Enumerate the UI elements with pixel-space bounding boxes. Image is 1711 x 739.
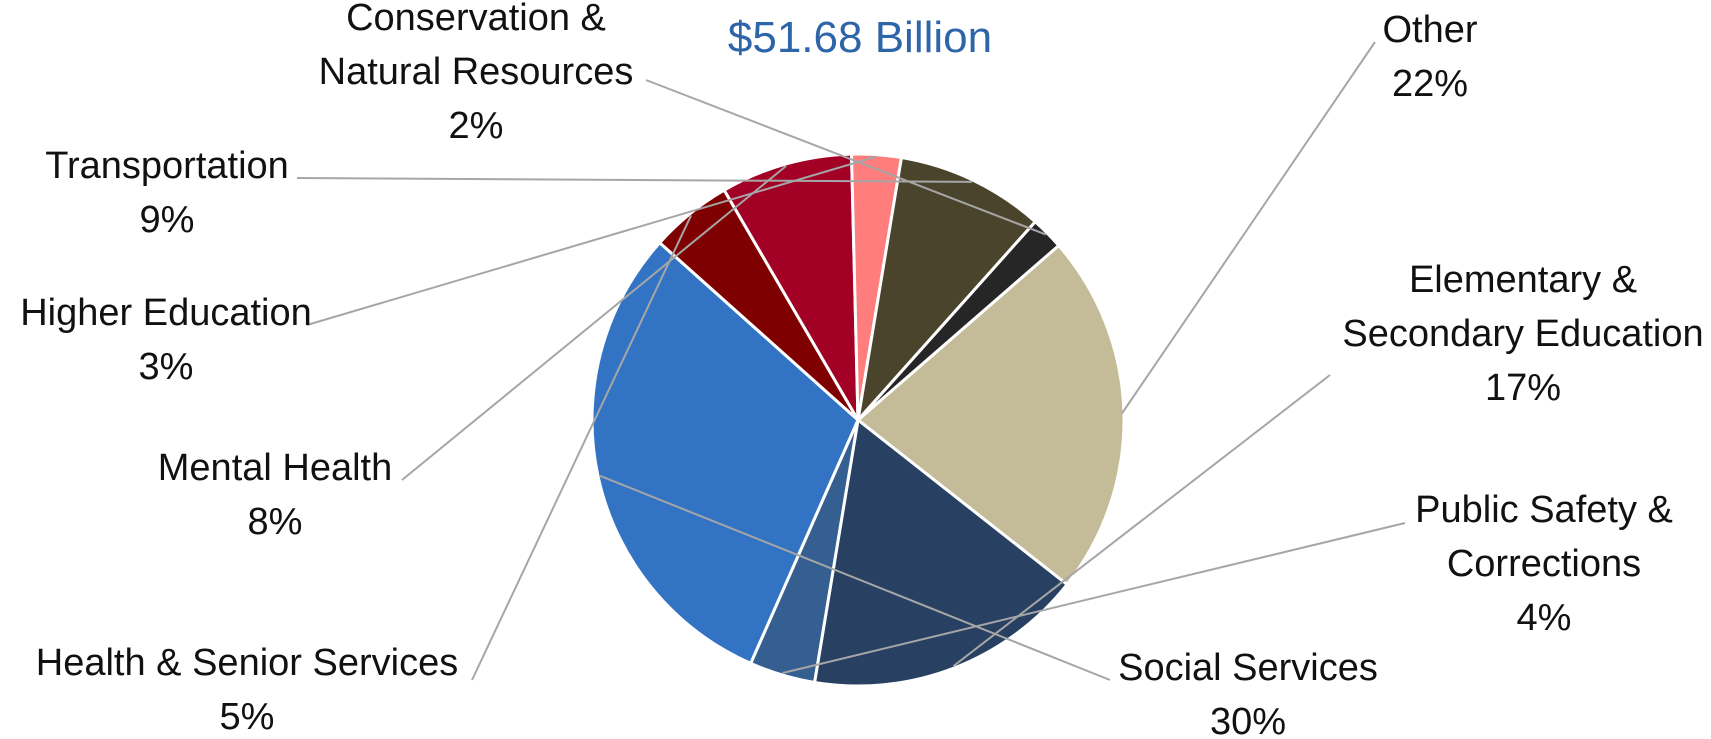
slice-percent: 30% bbox=[1210, 701, 1286, 739]
slice-percent: 8% bbox=[248, 501, 303, 543]
slice-percent: 4% bbox=[1517, 597, 1572, 639]
slice-name: Corrections bbox=[1447, 543, 1641, 585]
slice-name: Natural Resources bbox=[319, 51, 634, 93]
leader-line bbox=[401, 165, 787, 481]
slice-name: Higher Education bbox=[20, 292, 312, 334]
slice-label: Social Services 30% bbox=[1118, 647, 1378, 739]
slice-labels: Other 22% Elementary & Secondary Education 1… bbox=[20, 0, 1703, 739]
slice-label: Conservation & Natural Resources 2% bbox=[319, 0, 634, 147]
slice-name: Public Safety & bbox=[1415, 489, 1673, 531]
pie-slice bbox=[590, 241, 860, 665]
slice-name: Mental Health bbox=[158, 447, 392, 489]
slice-label: Health & Senior Services 5% bbox=[36, 642, 458, 738]
pie-slices bbox=[590, 152, 1126, 688]
leader-line bbox=[306, 155, 877, 326]
slice-name: Conservation & bbox=[346, 0, 606, 39]
pie-slice bbox=[856, 156, 1037, 422]
slice-percent: 3% bbox=[139, 346, 194, 388]
leader-line bbox=[471, 214, 693, 681]
leader-line bbox=[645, 79, 1047, 236]
chart-title: $51.68 Billion bbox=[728, 13, 992, 62]
leader-line bbox=[296, 177, 973, 183]
slice-percent: 17% bbox=[1485, 367, 1561, 409]
pie-slice bbox=[856, 243, 1126, 586]
slice-label: Higher Education 3% bbox=[20, 292, 312, 388]
slice-name: Social Services bbox=[1118, 647, 1378, 689]
slice-label: Elementary & Secondary Education 17% bbox=[1342, 259, 1703, 409]
slice-name: Transportation bbox=[45, 145, 289, 187]
slice-percent: 9% bbox=[140, 199, 195, 241]
slice-percent: 22% bbox=[1392, 63, 1468, 105]
pie-slice bbox=[856, 220, 1061, 422]
slice-percent: 2% bbox=[449, 105, 504, 147]
slice-label: Public Safety & Corrections 4% bbox=[1415, 489, 1673, 639]
pie-slice bbox=[722, 152, 860, 422]
leader-lines bbox=[296, 41, 1406, 681]
slice-name: Other bbox=[1382, 9, 1477, 51]
slice-label: Mental Health 8% bbox=[158, 447, 392, 543]
slice-name: Health & Senior Services bbox=[36, 642, 458, 684]
slice-percent: 5% bbox=[220, 696, 275, 738]
leader-line bbox=[1121, 41, 1376, 415]
slice-label: Other 22% bbox=[1382, 9, 1477, 105]
slice-name: Elementary & bbox=[1409, 259, 1637, 301]
slice-label: Transportation 9% bbox=[45, 145, 289, 241]
slice-name: Secondary Education bbox=[1342, 313, 1703, 355]
leader-line bbox=[782, 522, 1406, 674]
leader-line bbox=[599, 474, 1111, 681]
